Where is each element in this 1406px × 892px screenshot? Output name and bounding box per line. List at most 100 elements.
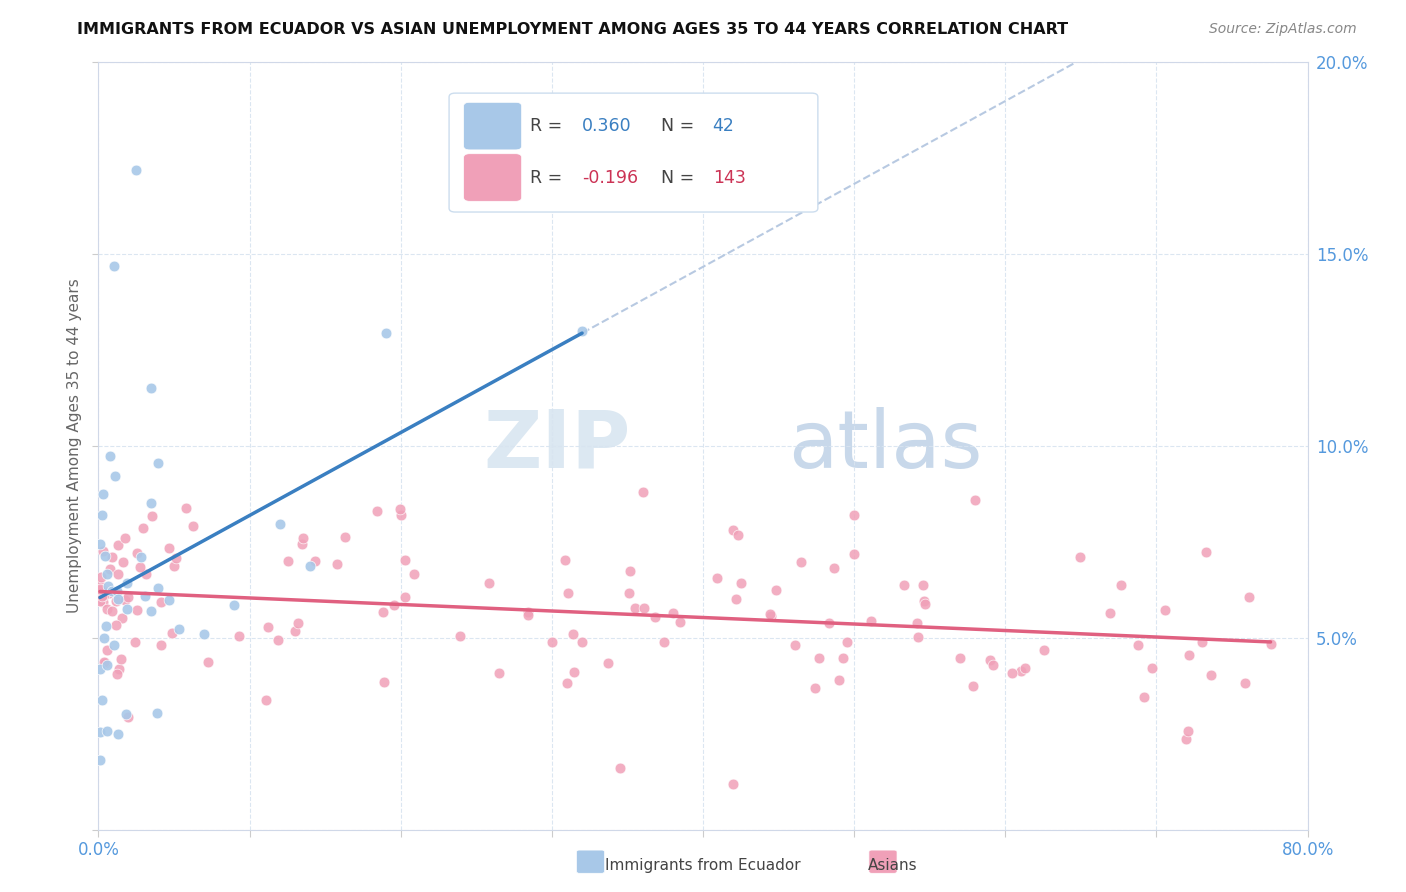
Point <box>124 634 146 648</box>
Point <box>287 615 309 630</box>
Point <box>97 579 120 593</box>
FancyBboxPatch shape <box>869 850 897 873</box>
Point <box>1174 731 1197 746</box>
Point <box>117 710 139 724</box>
Point <box>101 584 124 599</box>
Text: ZIP: ZIP <box>484 407 630 485</box>
Point <box>619 586 641 600</box>
Point <box>844 508 866 522</box>
Text: Asians: Asians <box>868 858 918 872</box>
Point <box>135 566 157 581</box>
Point <box>89 594 111 608</box>
Point <box>290 537 312 551</box>
Point <box>661 606 683 620</box>
Text: R =: R = <box>530 169 568 186</box>
Point <box>1260 637 1282 651</box>
Point <box>148 456 170 470</box>
Point <box>905 615 928 630</box>
Point <box>277 554 299 568</box>
Point <box>723 524 745 538</box>
Point <box>89 662 111 676</box>
Point <box>107 566 129 581</box>
Point <box>96 642 118 657</box>
Point <box>633 600 655 615</box>
Point <box>1098 606 1121 620</box>
Point <box>141 604 163 618</box>
Point <box>257 619 280 633</box>
Text: -0.196: -0.196 <box>582 169 638 186</box>
Point <box>105 594 128 608</box>
Point <box>157 593 180 607</box>
Point <box>517 607 540 622</box>
FancyBboxPatch shape <box>576 850 605 873</box>
Point <box>562 665 585 680</box>
Point <box>1191 634 1213 648</box>
Point <box>540 634 562 648</box>
FancyBboxPatch shape <box>464 153 522 202</box>
Text: atlas: atlas <box>787 407 981 485</box>
Point <box>837 634 859 648</box>
Point <box>765 583 787 598</box>
Point <box>103 259 125 273</box>
Point <box>163 558 186 573</box>
Point <box>91 508 114 523</box>
Point <box>125 162 148 177</box>
Point <box>631 485 654 500</box>
Point <box>478 575 501 590</box>
Point <box>1010 665 1032 679</box>
Point <box>256 693 278 707</box>
Point <box>1109 578 1132 592</box>
Point <box>571 324 593 338</box>
Point <box>619 564 641 578</box>
Point <box>169 622 191 636</box>
Point <box>304 554 326 568</box>
Point <box>94 619 117 633</box>
Point <box>1069 550 1091 565</box>
Point <box>326 558 349 572</box>
Point <box>111 555 134 569</box>
Point <box>139 496 162 510</box>
Point <box>335 530 357 544</box>
Point <box>197 655 219 669</box>
Point <box>141 508 163 523</box>
Point <box>669 615 692 630</box>
Point <box>388 502 411 516</box>
Point <box>727 528 749 542</box>
Point <box>292 531 315 545</box>
Point <box>1177 648 1199 662</box>
Text: Source: ZipAtlas.com: Source: ZipAtlas.com <box>1209 22 1357 37</box>
Point <box>623 601 645 615</box>
Point <box>981 657 1004 672</box>
Point <box>1199 668 1222 682</box>
Text: N =: N = <box>661 169 699 186</box>
Point <box>89 724 111 739</box>
Point <box>90 570 112 584</box>
Point <box>596 657 619 671</box>
Point <box>98 562 121 576</box>
Point <box>89 536 111 550</box>
Point <box>803 681 825 696</box>
Point <box>117 575 139 590</box>
Point <box>129 549 152 564</box>
Point <box>134 589 156 603</box>
Point <box>373 605 395 619</box>
Point <box>730 576 752 591</box>
Point <box>785 638 807 652</box>
Point <box>914 597 936 611</box>
Point <box>181 519 204 533</box>
FancyBboxPatch shape <box>464 103 522 150</box>
Point <box>89 582 111 597</box>
Point <box>110 652 132 666</box>
Text: Immigrants from Ecuador: Immigrants from Ecuador <box>605 858 801 872</box>
Text: 42: 42 <box>713 117 734 135</box>
Point <box>965 492 987 507</box>
Point <box>105 667 128 681</box>
Point <box>149 638 172 652</box>
Text: 143: 143 <box>713 169 745 186</box>
Point <box>449 629 471 643</box>
Point <box>94 657 117 671</box>
Point <box>907 630 929 644</box>
Point <box>89 753 111 767</box>
Point <box>93 631 115 645</box>
Point <box>516 605 538 619</box>
